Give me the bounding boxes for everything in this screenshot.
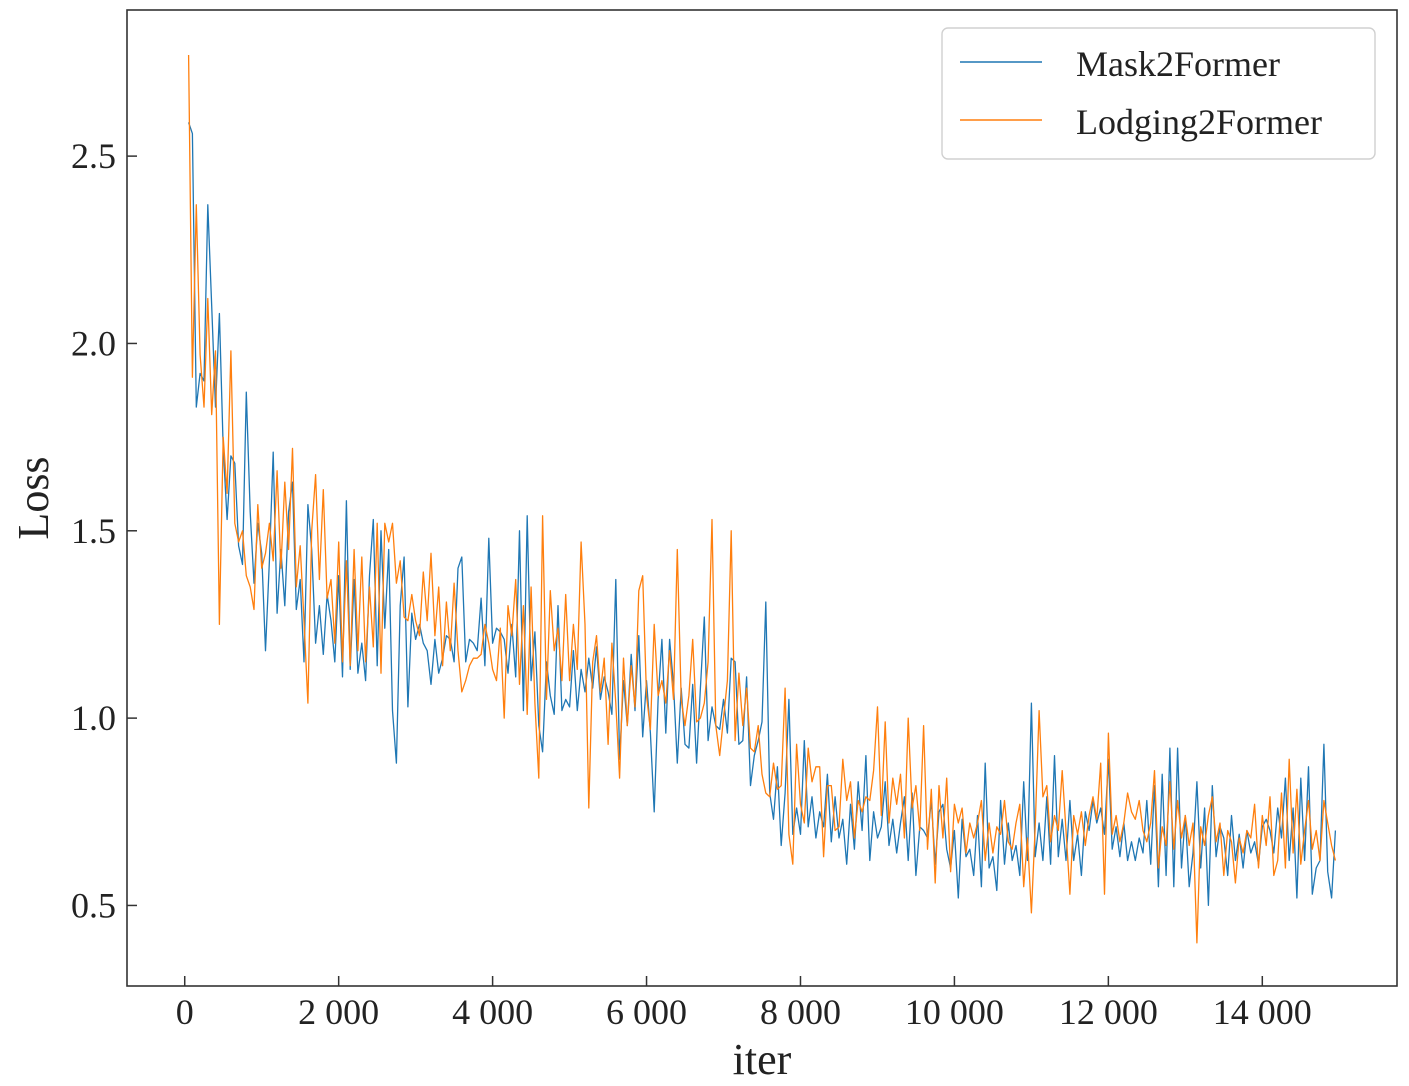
legend-box — [941, 27, 1376, 160]
plot-frame — [126, 9, 1398, 987]
y-axis-title: Loss — [9, 456, 58, 539]
x-tick-label: 14 000 — [1213, 992, 1312, 1032]
legend-label-mask2former: Mask2Former — [1076, 44, 1280, 84]
y-tick-label: 0.5 — [71, 885, 116, 925]
ticks-layer: 0 2 000 4 000 6 000 8 000 10 000 12 000 14 000 0… — [71, 136, 1312, 1032]
series-layer — [187, 54, 1337, 944]
x-tick-label: 12 000 — [1059, 992, 1158, 1032]
x-tick-label: 4 000 — [452, 992, 533, 1032]
y-tick-label: 2.0 — [71, 323, 116, 363]
x-tick-label: 2 000 — [298, 992, 379, 1032]
x-tick-label: 8 000 — [760, 992, 841, 1032]
series-line-lodging2former — [187, 54, 1337, 944]
series-line-mask2former — [187, 122, 1337, 907]
legend-label-lodging2former: Lodging2Former — [1076, 102, 1322, 142]
x-axis-title: iter — [733, 1035, 792, 1084]
y-tick-label: 1.5 — [71, 511, 116, 551]
y-tick-label: 1.0 — [71, 698, 116, 738]
x-tick-label: 10 000 — [905, 992, 1004, 1032]
y-tick-label: 2.5 — [71, 136, 116, 176]
x-tick-label: 0 — [176, 992, 194, 1032]
legend: Mask2Former Lodging2Former — [941, 27, 1376, 160]
x-tick-label: 6 000 — [606, 992, 687, 1032]
